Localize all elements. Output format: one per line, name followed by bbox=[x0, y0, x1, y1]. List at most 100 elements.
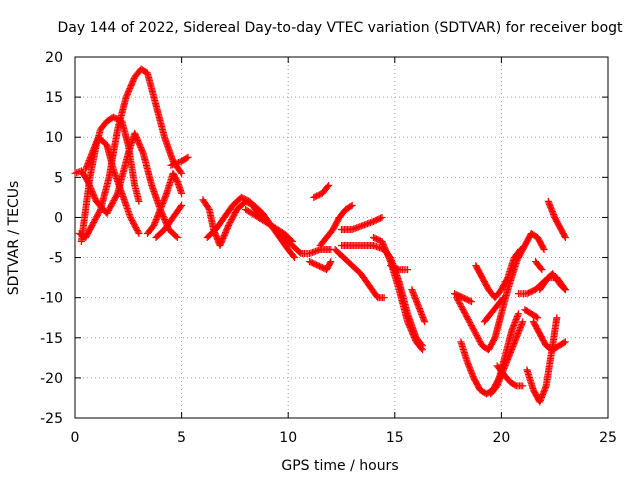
data-point bbox=[519, 318, 527, 326]
y-tick-label: 10 bbox=[45, 130, 63, 146]
data-markers bbox=[71, 65, 569, 406]
data-point bbox=[96, 207, 104, 215]
data-point bbox=[561, 232, 569, 240]
series-arc26 bbox=[493, 362, 527, 390]
data-point bbox=[287, 236, 295, 244]
y-tick-label: 20 bbox=[45, 50, 63, 66]
y-tick-label: -10 bbox=[40, 291, 63, 307]
series-arc30 bbox=[529, 318, 569, 354]
data-point bbox=[386, 256, 394, 264]
data-point bbox=[184, 153, 192, 161]
data-point bbox=[466, 297, 474, 305]
data-point bbox=[560, 339, 568, 347]
x-tick-label: 5 bbox=[177, 430, 186, 446]
axis-ticks bbox=[74, 56, 609, 419]
x-tick-label: 20 bbox=[492, 430, 510, 446]
chart-title: Day 144 of 2022, Sidereal Day-to-day VTE… bbox=[57, 20, 623, 36]
data-point bbox=[519, 382, 527, 390]
series-arc13 bbox=[316, 201, 356, 250]
data-point bbox=[290, 252, 298, 260]
data-point bbox=[561, 338, 569, 346]
data-point bbox=[498, 295, 506, 303]
y-tick-label: -20 bbox=[40, 371, 63, 387]
data-point bbox=[324, 183, 332, 191]
y-tick-label: 15 bbox=[45, 90, 63, 106]
data-point bbox=[532, 313, 540, 321]
data-point bbox=[139, 148, 147, 156]
data-point bbox=[347, 202, 355, 210]
data-point bbox=[327, 258, 335, 266]
y-tick-label: -15 bbox=[40, 331, 63, 347]
series-arc17 bbox=[369, 234, 427, 354]
data-point bbox=[404, 266, 412, 274]
data-point bbox=[326, 259, 334, 267]
data-point bbox=[540, 246, 548, 254]
data-point bbox=[288, 238, 296, 246]
data-point bbox=[178, 189, 186, 197]
series-arc3 bbox=[77, 113, 143, 246]
data-point bbox=[417, 344, 425, 352]
series-arc10 bbox=[242, 205, 296, 246]
data-point bbox=[561, 286, 569, 294]
series-arc4 bbox=[82, 133, 143, 237]
series-arc11 bbox=[310, 181, 333, 201]
data-point bbox=[173, 234, 181, 241]
y-tick-labels: 20 15 10 5 0 -5 -10 -15 -20 -25 bbox=[40, 50, 63, 427]
plot-frame bbox=[74, 56, 609, 419]
series-arc18 bbox=[387, 262, 412, 274]
data-point bbox=[537, 264, 545, 272]
data-point bbox=[172, 232, 180, 240]
series-arc28 bbox=[521, 306, 542, 322]
data-point bbox=[534, 314, 542, 322]
data-point bbox=[135, 229, 143, 237]
x-tick-label: 0 bbox=[71, 430, 80, 446]
x-axis-title: GPS time / hours bbox=[281, 458, 398, 474]
series-arc24 bbox=[480, 294, 508, 326]
data-point bbox=[468, 298, 476, 306]
data-point bbox=[134, 228, 142, 236]
data-point bbox=[183, 154, 191, 162]
data-point bbox=[135, 197, 143, 205]
data-point bbox=[500, 294, 508, 302]
x-tick-label: 10 bbox=[279, 430, 297, 446]
series-arc27 bbox=[514, 229, 548, 262]
y-tick-label: 0 bbox=[54, 210, 63, 226]
data-point bbox=[177, 168, 185, 176]
y-tick-label: 5 bbox=[54, 170, 63, 186]
data-point bbox=[561, 234, 569, 241]
series-arc23 bbox=[472, 246, 525, 302]
data-point bbox=[514, 310, 522, 318]
x-tick-label: 25 bbox=[599, 430, 617, 446]
data-point bbox=[378, 213, 386, 221]
data-point bbox=[377, 214, 385, 222]
data-point bbox=[380, 294, 388, 302]
series-arc29 bbox=[523, 314, 561, 406]
x-tick-label: 15 bbox=[386, 430, 404, 446]
series-arc34 bbox=[532, 258, 546, 274]
series-arc25 bbox=[487, 318, 527, 398]
y-axis-title: SDTVAR / TECUs bbox=[6, 181, 22, 296]
data-point bbox=[291, 254, 299, 262]
data-point bbox=[178, 169, 186, 177]
data-point bbox=[178, 201, 186, 209]
y-tick-label: -5 bbox=[49, 251, 63, 267]
series-arc32 bbox=[536, 274, 569, 294]
series-arc12 bbox=[306, 258, 335, 274]
data-point bbox=[177, 203, 185, 211]
series-arc7 bbox=[167, 153, 192, 169]
series-arc19 bbox=[408, 286, 429, 326]
series-arc1 bbox=[71, 129, 181, 241]
series-arc33 bbox=[544, 197, 569, 241]
series-arc5 bbox=[143, 169, 186, 237]
data-point bbox=[419, 346, 427, 354]
series-arc6 bbox=[152, 201, 186, 241]
data-point bbox=[325, 181, 333, 189]
y-tick-label: -25 bbox=[40, 411, 63, 427]
x-tick-labels: 0 5 10 15 20 25 bbox=[71, 430, 617, 446]
data-point bbox=[539, 244, 547, 252]
series-arc14 bbox=[331, 246, 388, 302]
data-point bbox=[553, 314, 561, 322]
series-arc15 bbox=[338, 213, 386, 233]
data-point bbox=[538, 266, 546, 274]
